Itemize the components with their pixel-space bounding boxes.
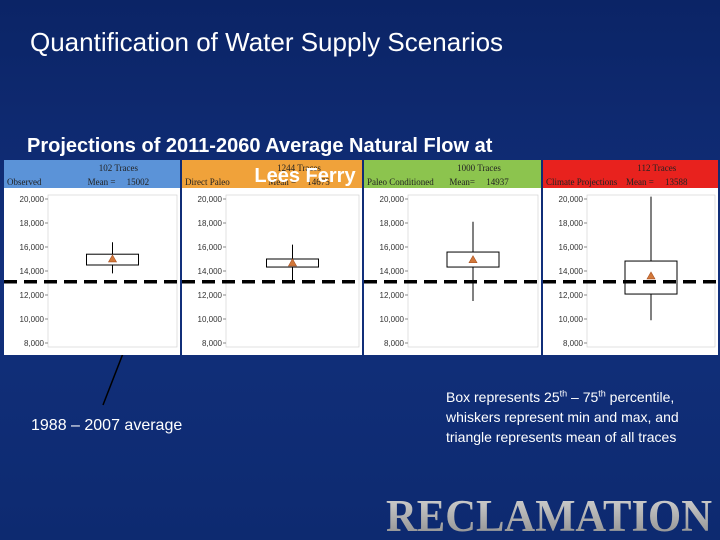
mean-marker bbox=[287, 258, 298, 267]
panel-label: Climate Projections bbox=[546, 177, 618, 187]
y-tick-label: 14,000 bbox=[559, 267, 584, 276]
mean-marker bbox=[107, 254, 118, 263]
y-tick-label: 18,000 bbox=[20, 219, 45, 228]
note-text: th bbox=[559, 388, 568, 399]
y-tick-label: 10,000 bbox=[559, 315, 584, 324]
mean-label: Mean = 15002 bbox=[88, 177, 150, 187]
trace-count: 112 Traces bbox=[637, 163, 676, 173]
y-tick-label: 14,000 bbox=[380, 267, 405, 276]
subtitle-line: Projections of 2011-2060 Average Natural… bbox=[27, 135, 493, 157]
panel-label: Observed bbox=[7, 177, 42, 187]
y-tick-label: 18,000 bbox=[198, 219, 223, 228]
panel-header bbox=[364, 160, 541, 188]
y-tick-label: 12,000 bbox=[559, 291, 584, 300]
y-tick-label: 14,000 bbox=[20, 267, 45, 276]
trace-count: 102 Traces bbox=[99, 163, 139, 173]
y-tick-label: 10,000 bbox=[380, 315, 405, 324]
subtitle-line: Lees Ferry bbox=[254, 165, 356, 187]
mean-label: Mean = 13588 bbox=[626, 177, 688, 187]
y-tick-label: 10,000 bbox=[20, 315, 45, 324]
panel-header bbox=[4, 160, 180, 188]
y-tick-label: 18,000 bbox=[380, 219, 405, 228]
panel-label: Direct Paleo bbox=[185, 177, 230, 187]
note-text: percentile, whiskers represent min and m… bbox=[446, 389, 679, 445]
mean-label: Mean= 14937 bbox=[449, 177, 509, 187]
y-tick-label: 12,000 bbox=[380, 291, 405, 300]
annotation: 1988 – 2007 average bbox=[31, 417, 182, 434]
note-text: th bbox=[598, 388, 606, 399]
y-tick-label: 8,000 bbox=[24, 339, 45, 348]
note-text: Box represents 25 bbox=[446, 389, 560, 405]
trace-count: 1244 Traces bbox=[277, 163, 321, 173]
panel-header bbox=[182, 160, 362, 188]
y-tick-label: 20,000 bbox=[20, 195, 45, 204]
panels: Observed 102 Traces Mean = 15002 8,000 10,00… bbox=[4, 160, 718, 355]
note-text: – 75 bbox=[567, 389, 599, 405]
panel-label: Paleo Conditioned bbox=[367, 177, 434, 187]
y-tick-label: 12,000 bbox=[198, 291, 223, 300]
y-tick-label: 8,000 bbox=[202, 339, 223, 348]
y-tick-label: 10,000 bbox=[198, 315, 223, 324]
mean-label: Mean = 14675 bbox=[268, 177, 330, 187]
panel-header bbox=[543, 160, 718, 188]
y-tick-label: 12,000 bbox=[20, 291, 45, 300]
y-tick-label: 14,000 bbox=[198, 267, 223, 276]
mean-marker bbox=[468, 255, 478, 264]
y-tick-label: 16,000 bbox=[198, 243, 223, 252]
y-tick-label: 18,000 bbox=[559, 219, 584, 228]
y-tick-label: 20,000 bbox=[559, 195, 584, 204]
trace-count: 1000 Traces bbox=[457, 163, 501, 173]
y-tick-label: 16,000 bbox=[380, 243, 405, 252]
logo: RECLAMATION bbox=[386, 491, 712, 540]
y-tick-label: 8,000 bbox=[563, 339, 584, 348]
note: Box represents 25th – 75th percentile, w… bbox=[446, 387, 714, 447]
y-tick-label: 8,000 bbox=[384, 339, 405, 348]
slide-title: Quantification of Water Supply Scenarios bbox=[30, 27, 503, 57]
y-tick-label: 16,000 bbox=[20, 243, 45, 252]
y-tick-label: 20,000 bbox=[380, 195, 405, 204]
y-tick-label: 20,000 bbox=[198, 195, 223, 204]
mean-marker bbox=[646, 271, 656, 280]
y-tick-label: 16,000 bbox=[559, 243, 584, 252]
